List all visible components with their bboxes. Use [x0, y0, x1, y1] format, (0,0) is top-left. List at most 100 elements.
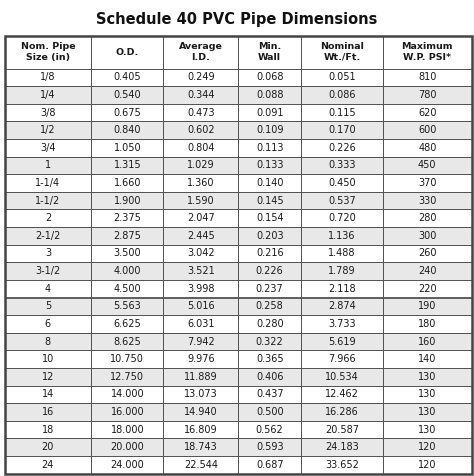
- Bar: [5, 262, 91, 280]
- Bar: [383, 104, 472, 121]
- Text: 16.809: 16.809: [184, 425, 218, 435]
- Bar: [5, 438, 91, 456]
- Bar: [91, 350, 164, 368]
- Bar: [238, 121, 301, 139]
- Bar: [164, 298, 238, 315]
- Text: 6: 6: [45, 319, 51, 329]
- Bar: [164, 104, 238, 121]
- Text: 1.050: 1.050: [113, 143, 141, 153]
- Bar: [91, 245, 164, 262]
- Bar: [383, 245, 472, 262]
- Bar: [238, 209, 301, 227]
- Text: 0.280: 0.280: [256, 319, 283, 329]
- Text: 12.462: 12.462: [325, 389, 359, 399]
- Bar: [5, 227, 91, 245]
- Text: 18.000: 18.000: [110, 425, 144, 435]
- Text: 2.375: 2.375: [113, 213, 141, 223]
- Text: 1.789: 1.789: [328, 266, 356, 276]
- Bar: [301, 69, 383, 86]
- Text: 0.500: 0.500: [256, 407, 283, 417]
- Bar: [164, 174, 238, 192]
- Bar: [164, 350, 238, 368]
- Bar: [383, 139, 472, 157]
- Bar: [301, 139, 383, 157]
- Bar: [91, 456, 164, 474]
- Bar: [301, 403, 383, 421]
- Bar: [301, 192, 383, 209]
- Bar: [164, 438, 238, 456]
- Text: 0.602: 0.602: [187, 125, 215, 135]
- Bar: [5, 368, 91, 386]
- Text: 1.590: 1.590: [187, 196, 215, 206]
- Bar: [238, 298, 301, 315]
- Bar: [164, 421, 238, 438]
- Text: 1.900: 1.900: [114, 196, 141, 206]
- Bar: [238, 104, 301, 121]
- Text: 6.031: 6.031: [187, 319, 215, 329]
- Text: 1/4: 1/4: [40, 90, 55, 100]
- Text: 16: 16: [42, 407, 54, 417]
- Bar: [238, 421, 301, 438]
- Text: 10.750: 10.750: [110, 354, 144, 364]
- Text: 5.619: 5.619: [328, 337, 356, 347]
- Text: 3: 3: [45, 248, 51, 258]
- Bar: [91, 209, 164, 227]
- Bar: [164, 456, 238, 474]
- Text: 2.875: 2.875: [113, 231, 141, 241]
- Text: 3.521: 3.521: [187, 266, 215, 276]
- Text: 12: 12: [42, 372, 54, 382]
- Bar: [164, 368, 238, 386]
- Bar: [383, 333, 472, 350]
- Bar: [91, 227, 164, 245]
- Text: 12.750: 12.750: [110, 372, 144, 382]
- Text: 0.333: 0.333: [328, 160, 356, 170]
- Bar: [5, 209, 91, 227]
- Text: 3-1/2: 3-1/2: [35, 266, 61, 276]
- Bar: [164, 36, 238, 69]
- Bar: [383, 157, 472, 174]
- Text: 33.652: 33.652: [325, 460, 359, 470]
- Text: 0.840: 0.840: [114, 125, 141, 135]
- Bar: [91, 421, 164, 438]
- Text: Nominal
Wt./Ft.: Nominal Wt./Ft.: [320, 42, 364, 62]
- Text: 780: 780: [418, 90, 437, 100]
- Text: 0.473: 0.473: [187, 108, 215, 118]
- Text: 600: 600: [418, 125, 437, 135]
- Bar: [91, 386, 164, 403]
- Text: 1.360: 1.360: [187, 178, 215, 188]
- Text: 130: 130: [418, 372, 437, 382]
- Bar: [238, 245, 301, 262]
- Text: 11.889: 11.889: [184, 372, 218, 382]
- Bar: [301, 209, 383, 227]
- Bar: [383, 298, 472, 315]
- Bar: [91, 438, 164, 456]
- Bar: [5, 456, 91, 474]
- Bar: [238, 315, 301, 333]
- Bar: [383, 386, 472, 403]
- Text: 0.249: 0.249: [187, 72, 215, 82]
- Text: 1: 1: [45, 160, 51, 170]
- Text: 0.804: 0.804: [187, 143, 215, 153]
- Text: 1-1/4: 1-1/4: [36, 178, 61, 188]
- Text: 13.073: 13.073: [184, 389, 218, 399]
- Bar: [238, 36, 301, 69]
- Text: 3/4: 3/4: [40, 143, 55, 153]
- Text: 0.675: 0.675: [113, 108, 141, 118]
- Bar: [383, 421, 472, 438]
- Text: 3.998: 3.998: [187, 284, 215, 294]
- Bar: [301, 227, 383, 245]
- Text: 3.042: 3.042: [187, 248, 215, 258]
- Text: 24.000: 24.000: [110, 460, 144, 470]
- Bar: [238, 69, 301, 86]
- Text: 1.315: 1.315: [113, 160, 141, 170]
- Bar: [5, 403, 91, 421]
- Bar: [383, 403, 472, 421]
- Text: 140: 140: [418, 354, 437, 364]
- Text: 0.145: 0.145: [256, 196, 283, 206]
- Text: Nom. Pipe
Size (in): Nom. Pipe Size (in): [20, 42, 75, 62]
- Text: 0.344: 0.344: [187, 90, 215, 100]
- Bar: [238, 350, 301, 368]
- Text: 0.322: 0.322: [256, 337, 283, 347]
- Text: 160: 160: [418, 337, 437, 347]
- Text: Average
I.D.: Average I.D.: [179, 42, 223, 62]
